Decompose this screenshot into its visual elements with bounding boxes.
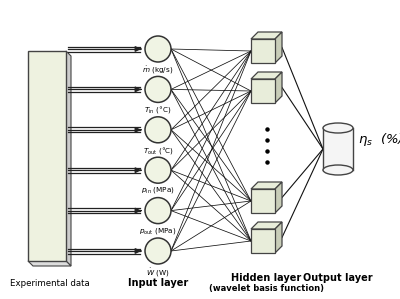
Polygon shape [251, 182, 282, 189]
Text: Output layer: Output layer [303, 273, 373, 283]
Circle shape [145, 157, 171, 183]
Polygon shape [251, 222, 282, 229]
Text: $p_{\mathrm{out}}$ (MPa): $p_{\mathrm{out}}$ (MPa) [139, 226, 177, 236]
Circle shape [145, 36, 171, 62]
Polygon shape [66, 51, 71, 266]
Polygon shape [251, 72, 282, 79]
Text: $\eta_s$  (%): $\eta_s$ (%) [358, 130, 400, 147]
Circle shape [145, 238, 171, 264]
Text: $\dot{m}$ (kg/s): $\dot{m}$ (kg/s) [142, 64, 174, 76]
Polygon shape [28, 261, 71, 266]
Text: $\dot{W}$ (W): $\dot{W}$ (W) [146, 266, 170, 279]
Text: (wavelet basis function): (wavelet basis function) [209, 283, 324, 292]
Bar [251, 189, 275, 213]
Polygon shape [275, 222, 282, 253]
Circle shape [145, 117, 171, 143]
Bar [251, 39, 275, 63]
Bar [323, 128, 353, 170]
Polygon shape [275, 72, 282, 103]
Bar [251, 229, 275, 253]
Text: Experimental data: Experimental data [10, 278, 90, 288]
Text: $p_{\mathrm{in}}$ (MPa): $p_{\mathrm{in}}$ (MPa) [141, 185, 175, 195]
Ellipse shape [323, 123, 353, 133]
Bar [28, 51, 66, 261]
Polygon shape [275, 32, 282, 63]
Circle shape [145, 77, 171, 102]
Text: Input layer: Input layer [128, 278, 188, 288]
Ellipse shape [323, 165, 353, 175]
Text: $T_{\mathrm{in}}$ (°C): $T_{\mathrm{in}}$ (°C) [144, 104, 172, 115]
Polygon shape [251, 32, 282, 39]
Text: $T_{\mathrm{out}}$ (°C): $T_{\mathrm{out}}$ (°C) [142, 145, 174, 156]
Polygon shape [275, 182, 282, 213]
Text: Hidden layer: Hidden layer [231, 273, 302, 283]
Circle shape [145, 198, 171, 224]
Bar [251, 79, 275, 103]
